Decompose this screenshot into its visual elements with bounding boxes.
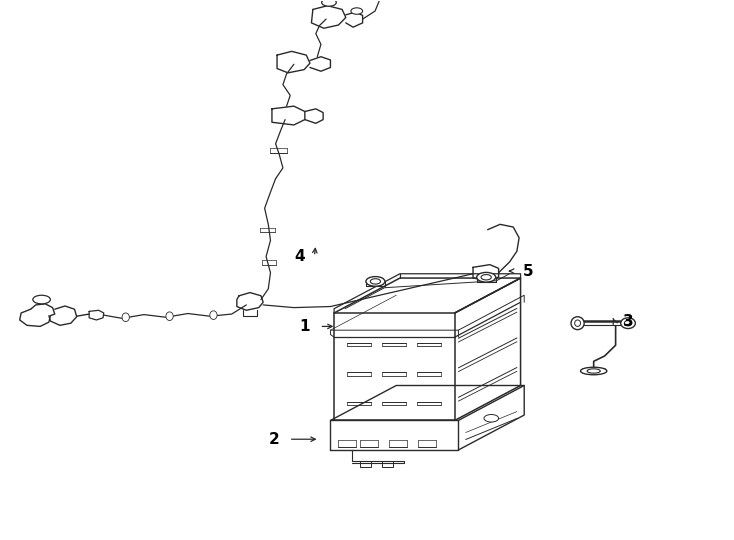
Text: 4: 4 [294,249,305,264]
Text: 3: 3 [623,314,634,328]
Ellipse shape [581,367,607,375]
Ellipse shape [321,0,336,6]
Ellipse shape [587,369,600,373]
Ellipse shape [366,276,385,286]
Ellipse shape [481,274,491,280]
Text: 1: 1 [299,319,310,334]
Ellipse shape [166,312,173,321]
Ellipse shape [351,8,363,14]
Ellipse shape [370,279,380,284]
Text: 5: 5 [523,264,533,279]
Ellipse shape [484,415,498,422]
Ellipse shape [625,321,632,326]
Ellipse shape [476,272,495,282]
Ellipse shape [33,295,51,304]
Text: 2: 2 [269,431,280,447]
Ellipse shape [621,318,636,328]
Ellipse shape [210,311,217,320]
Ellipse shape [575,320,581,326]
Ellipse shape [122,313,129,322]
Ellipse shape [571,317,584,329]
